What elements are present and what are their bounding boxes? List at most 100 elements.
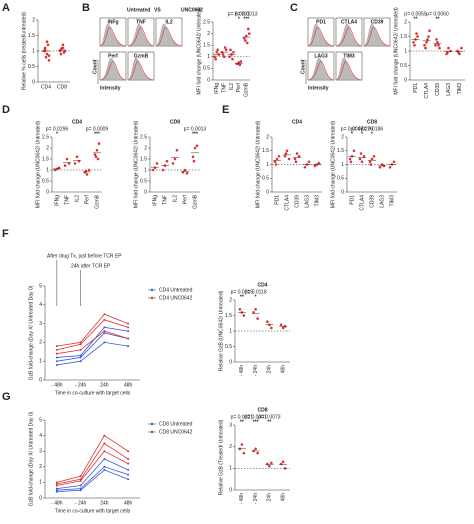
p-value: p= 0.0296 [46,126,69,132]
y-tick-label: 1 [404,48,407,54]
chart-title: CD4 [72,119,82,125]
y-tick-label: 1 [207,54,210,60]
marker-label: TIM3 [343,53,355,59]
data-point [313,164,317,168]
significance: * [238,16,240,22]
data-point [245,34,248,38]
x-tick-label: 24h [267,365,273,374]
y-tick-label: 0 [229,359,232,365]
y-axis-label: MFI fold change (UNC0642/ Untreated) [196,7,202,95]
x-tick-label: CD8 [57,84,67,90]
p-value: p= 0.0186 [361,126,384,132]
line [56,458,129,490]
histogram-treated [307,26,335,47]
y-axis-label: Relative GzB (UNC0642/ Untreated) [218,290,224,371]
line-point [55,490,58,493]
y-axis-label: GzB fold-change (Day X/ Untreated Day 0) [28,285,34,380]
y-tick-label: 1 [229,466,232,472]
data-point [352,149,356,153]
x-tick-label: LAG3 [304,195,310,208]
histogram-treated [127,60,155,81]
data-point [45,40,49,43]
line-point [103,330,106,333]
panel-label: B [82,2,90,14]
data-point [274,163,278,166]
line-point [103,465,106,468]
x-tick-label: CD4 [41,84,51,90]
y-tick-label: 1 [266,162,269,168]
panel-label: F [2,228,9,240]
significance: *** [94,131,100,137]
p-value: p= 0.0013 [235,11,258,17]
line [56,341,129,366]
data-point [45,52,49,56]
data-point [183,168,187,172]
data-point [446,51,449,54]
data-point [358,157,362,161]
x-tick-label: IL2 [172,195,178,202]
data-point [428,29,431,32]
data-point [434,43,437,47]
line-point [127,450,130,453]
y-tick-label: 1 [144,167,147,173]
histogram-treated [99,26,127,47]
x-tick-label: GzmB [244,82,250,97]
line [56,332,129,362]
significance: * [351,131,353,137]
data-point [185,172,189,175]
x-axis-label: Time in co-culture with target cells [55,508,131,514]
p-value: p= 0.0073 [258,414,281,420]
x-tick-label: - 24h [253,493,259,505]
data-point [63,164,67,167]
y-tick-label: 1.5 [262,148,269,154]
histogram [335,23,363,47]
x-tick-label: 48h [124,382,133,388]
data-point [239,60,243,63]
flow-title: VS [154,7,161,13]
y-tick-label: 2.5 [203,19,210,25]
line-point [103,468,106,471]
x-tick-label: 24h [100,382,109,388]
x-tick-label: - 24h [253,365,259,377]
histogram [99,57,127,81]
chart-title: CD4 [257,282,267,288]
y-axis-label: Relative % cells (treated/untreated) [21,12,27,90]
line-point [127,345,130,348]
marker-label: GzmB [134,53,149,59]
chart-title: CD4 [292,119,302,125]
significance: * [255,294,257,300]
y-tick-label: 0.5 [337,176,344,182]
line-point [55,356,58,359]
y-tick-label: 1.5 [203,43,210,49]
data-point [173,157,177,161]
data-point [295,152,299,155]
y-tick-label: 0 [39,377,42,383]
data-point [254,447,257,451]
significance: ** [240,419,244,425]
chart-title: CD8 [170,119,180,125]
data-point [284,152,288,155]
data-point [221,53,225,56]
line-point [79,487,82,490]
data-point [349,160,353,164]
y-tick-label: 2 [207,31,210,37]
legend-label: CD4 UNC0642 [159,295,193,301]
data-point [297,154,301,158]
x-tick-label: TIM3 [314,195,320,207]
data-point [293,157,297,161]
data-point [380,163,384,166]
y-axis-label: MFI fold change (UNC0642/ Untreated) [330,121,336,209]
x-tick-label: 48h [124,500,133,506]
data-point [372,154,376,158]
data-point [287,157,291,161]
line [56,466,129,491]
line-point [79,360,82,363]
x-tick-label: GzmB [94,194,100,209]
y-tick-label: 1 [32,48,35,54]
p-value: p= 0.0015 [231,289,254,295]
line-point [55,489,58,492]
data-point [378,165,382,169]
data-point [369,163,373,166]
legend-label: CD8 UNC0642 [159,429,193,435]
y-tick-label: 1.5 [400,34,407,40]
